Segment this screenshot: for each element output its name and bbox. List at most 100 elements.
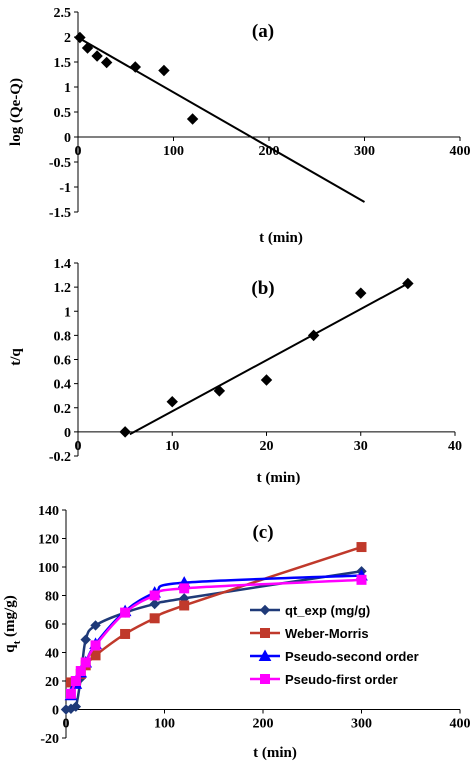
data-point [100,56,113,69]
y-axis-label-main: q [2,644,18,653]
y-tick-label: 60 [45,618,59,633]
series-point [70,701,82,712]
data-point [166,396,178,408]
series-point [120,607,131,618]
legend-swatch-marker [258,649,272,661]
data-point [129,61,142,73]
y-tick-label: 1.4 [54,257,72,272]
y-axis-label-sub: t [11,640,23,644]
data-point [81,42,94,54]
y-tick-label: 1 [64,305,71,320]
y-tick-label: 0.5 [54,106,72,121]
y-tick-label: 120 [38,533,59,548]
x-tick-label: 0 [75,439,82,454]
y-tick-label: -1 [59,181,71,196]
data-point [91,50,103,62]
y-axis-label-main: log (Qe-Q) [8,78,24,146]
legend-swatch-marker [260,674,270,684]
data-point [186,113,199,125]
x-axis-label: t (min) [259,230,303,246]
series-point [149,598,160,610]
y-tick-label: 0.2 [54,402,72,417]
x-tick-label: 100 [163,144,184,159]
series-point [80,657,91,668]
series-point [65,688,76,699]
data-point [119,426,131,438]
panel-label: (a) [252,21,274,42]
y-tick-label: 2.5 [54,6,72,21]
series-point [149,613,160,624]
y-axis-label-unit: (mg/g) [2,595,18,640]
y-axis-label: t/q [8,348,24,366]
series-point [120,628,131,639]
series-point [90,640,101,651]
y-tick-label: 0 [52,704,59,719]
y-axis-label: log (Qe-Q) [8,78,24,146]
data-point [307,329,320,342]
x-tick-label: 200 [253,717,274,732]
x-axis-label: t (min) [253,745,297,761]
series-point [70,676,81,686]
x-tick-label: 40 [448,439,462,454]
x-tick-label: 100 [154,717,175,732]
y-tick-label: 40 [45,647,59,662]
legend-swatch-marker [260,628,270,638]
series-point [90,650,101,661]
x-tick-label: 400 [450,717,471,732]
y-tick-label: 80 [45,590,59,605]
data-point [158,64,170,77]
legend-entry: Pseudo-first order [285,672,398,687]
y-tick-label: 0.4 [54,378,72,393]
legend-entry: qt_exp (mg/g) [285,603,370,618]
y-tick-label: 1.5 [54,56,72,71]
series-point [179,583,190,594]
series-point [90,620,101,631]
series-point [179,600,190,611]
y-tick-label: 0 [64,426,71,441]
data-point [355,287,367,299]
series-point [75,666,86,677]
chart-panel-a: 2.5 2 1.5 1 0.5 0 -0.5 -1 -1.5 0 100 200 300 400 t (mi… [8,6,471,246]
y-tick-label: 20 [45,675,59,690]
y-tick-label: 100 [38,561,59,576]
y-tick-label: -20 [40,732,59,747]
legend-entry: Pseudo-second order [285,649,419,664]
y-axis-label-main: t/q [8,348,24,366]
data-point [402,277,414,290]
y-tick-label: 1 [64,81,71,96]
data-point [74,31,86,44]
series-point [80,634,91,645]
x-tick-label: 20 [260,439,274,454]
data-point [260,374,273,386]
y-tick-label: 0.8 [54,329,72,344]
panel-label: (c) [252,522,273,543]
x-tick-label: 400 [450,144,471,159]
y-tick-label: 0.6 [54,354,72,369]
x-tick-label: 300 [354,144,375,159]
x-tick-label: 0 [75,144,82,159]
legend-swatch-marker [259,604,271,616]
series-point [356,542,367,553]
y-tick-label: -1.5 [49,206,71,221]
legend-entry: Weber-Morris [285,626,369,641]
y-tick-label: -0.5 [49,156,71,171]
y-axis-label: qt (mg/g) [2,595,23,652]
y-tick-label: -0.2 [49,450,71,465]
fit-line [129,282,409,436]
series-point [356,574,367,585]
x-tick-label: 10 [165,439,179,454]
y-tick-label: 0 [64,131,71,146]
x-tick-label: 300 [351,717,372,732]
fit-line [77,36,365,203]
y-tick-label: 2 [64,31,71,46]
data-point [213,385,226,397]
y-tick-label: 1.2 [54,281,72,296]
x-tick-label: 30 [354,439,368,454]
series-point [149,590,160,601]
x-axis-label: t (min) [257,470,301,486]
y-tick-label: 140 [38,504,59,519]
panel-label: (b) [251,278,274,299]
legend: qt_exp (mg/g) Weber-Morris Pseudo-second o… [250,603,419,687]
